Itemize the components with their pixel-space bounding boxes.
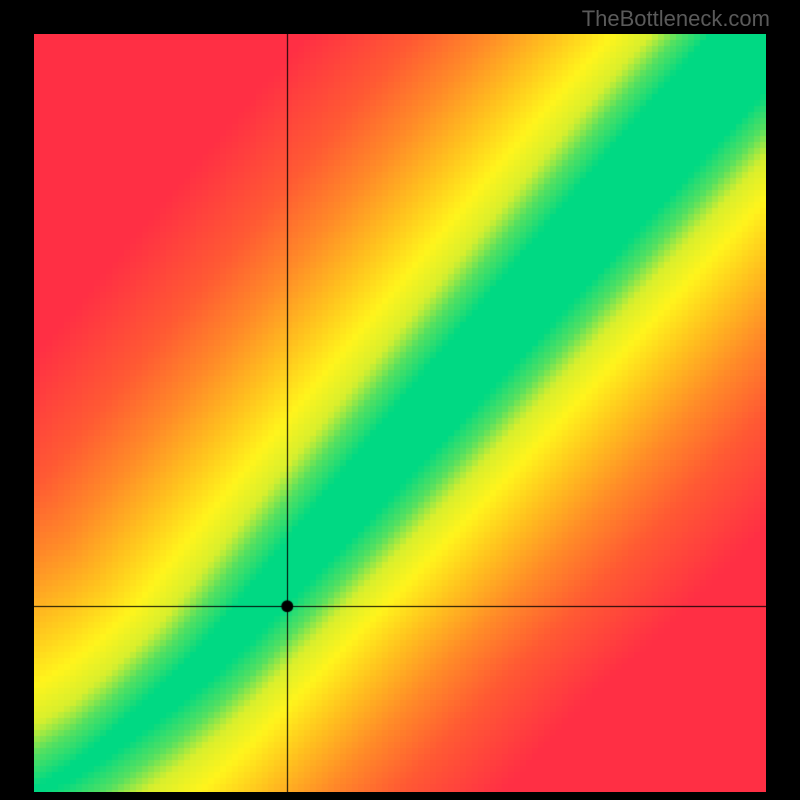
watermark-text: TheBottleneck.com — [582, 6, 770, 32]
heatmap-plot — [34, 34, 766, 792]
chart-container: TheBottleneck.com — [0, 0, 800, 800]
